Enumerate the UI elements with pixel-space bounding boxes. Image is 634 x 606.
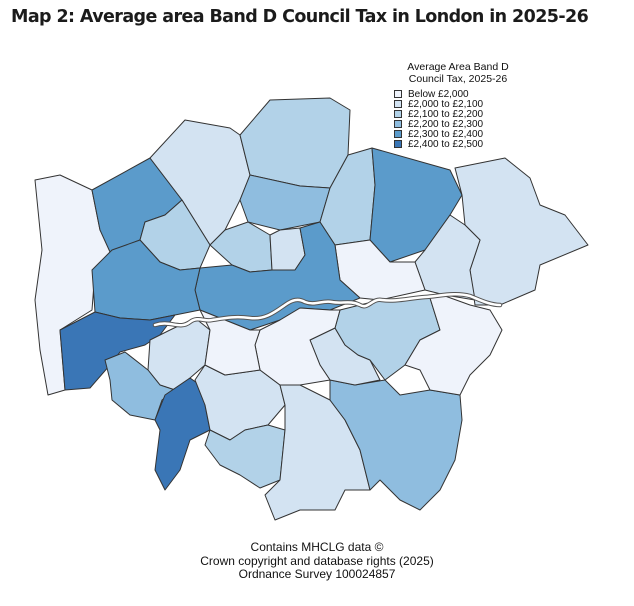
river-thames-inner [153, 293, 502, 327]
legend-item: £2,100 to £2,200 [394, 109, 528, 120]
legend-swatch [394, 100, 402, 108]
legend-item: £2,200 to £2,300 [394, 119, 528, 130]
borough-inner-south[interactable] [254, 307, 341, 386]
borough-south-central[interactable] [204, 424, 286, 489]
legend: Average Area Band D Council Tax, 2025-26… [388, 61, 528, 150]
borough-south-east[interactable] [404, 295, 503, 396]
borough-north[interactable] [239, 97, 351, 189]
legend-item: £2,400 to £2,500 [394, 139, 528, 150]
data-attribution: Contains MHCLG data © Crown copyright an… [200, 540, 434, 581]
legend-title: Average Area Band D Council Tax, 2025-26 [407, 61, 509, 85]
legend-item: £2,300 to £2,400 [394, 129, 528, 140]
legend-items: Below £2,000 £2,000 to £2,100 £2,100 to … [394, 89, 528, 150]
legend-swatch [394, 90, 402, 98]
borough-north-2[interactable] [239, 174, 331, 231]
borough-east[interactable] [454, 157, 589, 306]
legend-swatch [394, 120, 402, 128]
legend-swatch [394, 130, 402, 138]
borough-inner-south-west[interactable] [199, 309, 261, 376]
legend-swatch [394, 140, 402, 148]
legend-item: £2,000 to £2,100 [394, 99, 528, 110]
borough-south-west[interactable] [104, 351, 176, 421]
legend-item: Below £2,000 [394, 89, 528, 100]
legend-swatch [394, 110, 402, 118]
borough-east-inner[interactable] [414, 214, 481, 301]
map-title: Map 2: Average area Band D Council Tax i… [11, 7, 589, 27]
borough-south-east-far[interactable] [329, 379, 463, 511]
